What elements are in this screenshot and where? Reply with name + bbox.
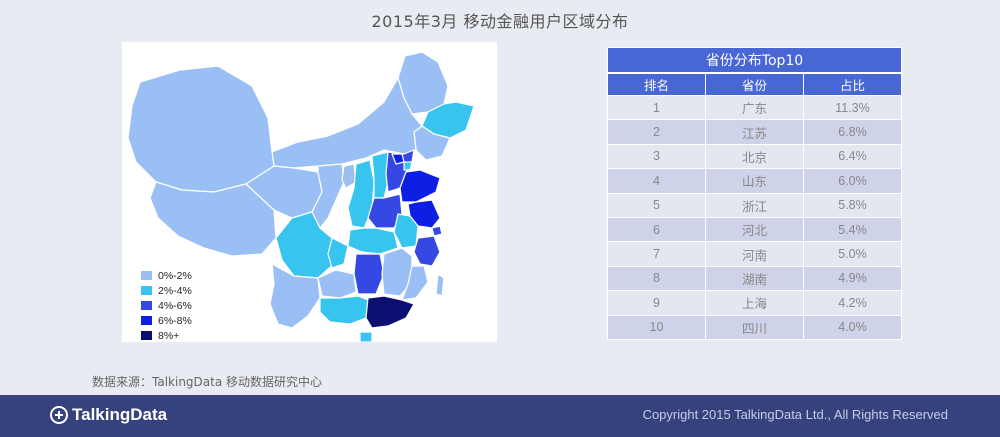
table-row: 6 河北 5.4%: [607, 216, 902, 243]
cell-rank: 2: [607, 119, 706, 145]
legend-swatch: [140, 300, 153, 311]
region-tibet: [149, 181, 277, 257]
page-title: 2015年3月 移动金融用户区域分布: [371, 12, 629, 31]
legend-item: 2%-4%: [140, 283, 192, 298]
cell-share: 4.2%: [803, 290, 902, 316]
legend-label: 6%-8%: [158, 314, 192, 327]
region-ningxia: [341, 163, 357, 189]
logo-icon: [50, 406, 68, 424]
cell-rank: 9: [607, 290, 706, 316]
table-row: 1 广东 11.3%: [607, 94, 902, 121]
table-row: 9 上海 4.2%: [607, 290, 902, 316]
cell-province: 河北: [705, 216, 804, 243]
cell-share: 6.8%: [803, 119, 902, 145]
cell-share: 4.9%: [803, 265, 902, 292]
cell-rank: 3: [607, 143, 706, 170]
cell-rank: 1: [607, 94, 706, 121]
region-shandong: [399, 169, 441, 203]
cell-province: 江苏: [705, 119, 804, 145]
cell-rank: 7: [607, 241, 706, 267]
footer-bar: TalkingData Copyright 2015 TalkingData L…: [0, 395, 1000, 437]
cell-rank: 8: [607, 265, 706, 292]
col-header-share: 占比: [803, 73, 902, 96]
region-hubei: [347, 227, 399, 255]
region-chongqing: [327, 237, 349, 269]
cell-share: 6.0%: [803, 168, 902, 194]
region-hunan: [353, 253, 385, 295]
legend-swatch: [140, 285, 153, 296]
legend-item: 6%-8%: [140, 313, 192, 328]
cell-share: 5.0%: [803, 241, 902, 267]
legend-label: 2%-4%: [158, 284, 192, 297]
cell-share: 4.0%: [803, 314, 902, 340]
data-source: 数据来源：TalkingData 移动数据研究中心: [92, 375, 323, 389]
table-row: 7 河南 5.0%: [607, 241, 902, 267]
table-row: 3 北京 6.4%: [607, 143, 902, 170]
table-row: 8 湖南 4.9%: [607, 265, 902, 292]
top10-table: 省份分布Top10 排名 省份 占比 1 广东 11.3% 2 江苏 6.8% 3 北京 6.4…: [607, 47, 902, 340]
cell-rank: 6: [607, 216, 706, 243]
col-header-rank: 排名: [607, 73, 706, 96]
region-guangdong: [365, 295, 415, 329]
table-row: 10 四川 4.0%: [607, 314, 902, 340]
cell-province: 上海: [705, 290, 804, 316]
table-row: 2 江苏 6.8%: [607, 119, 902, 145]
cell-share: 6.4%: [803, 143, 902, 170]
region-yunnan: [269, 263, 321, 329]
legend-item: 0%-2%: [140, 268, 192, 283]
cell-province: 四川: [705, 314, 804, 340]
cell-share: 11.3%: [803, 94, 902, 121]
cell-province: 浙江: [705, 192, 804, 218]
map-legend: 0%-2% 2%-4% 4%-6% 6%-8% 8%+: [140, 268, 192, 343]
table-row: 4 山东 6.0%: [607, 168, 902, 194]
cell-share: 5.4%: [803, 216, 902, 243]
table-row: 5 浙江 5.8%: [607, 192, 902, 218]
cell-rank: 10: [607, 314, 706, 340]
legend-item: 4%-6%: [140, 298, 192, 313]
legend-item: 8%+: [140, 328, 192, 343]
cell-province: 河南: [705, 241, 804, 267]
region-fujian: [401, 265, 429, 301]
cell-rank: 4: [607, 168, 706, 194]
logo-text: TalkingData: [72, 405, 168, 424]
table-title: 省份分布Top10: [607, 47, 902, 73]
legend-swatch: [140, 270, 153, 281]
cell-share: 5.8%: [803, 192, 902, 218]
legend-label: 8%+: [158, 329, 180, 342]
region-guizhou: [317, 269, 357, 299]
region-zhejiang: [413, 235, 441, 267]
region-hainan: [359, 331, 373, 342]
cell-province: 山东: [705, 168, 804, 194]
region-guangxi: [319, 295, 369, 325]
china-map: [122, 42, 497, 342]
region-sichuan: [275, 211, 337, 279]
china-map-svg: [127, 51, 475, 342]
cell-province: 广东: [705, 94, 804, 121]
region-xinjiang: [127, 65, 275, 193]
cell-province: 湖南: [705, 265, 804, 292]
talkingdata-logo: TalkingData: [50, 405, 167, 425]
copyright-text: Copyright 2015 TalkingData Ltd., All Rig…: [642, 407, 948, 422]
legend-swatch: [140, 330, 153, 341]
region-shanghai: [431, 225, 443, 237]
legend-label: 4%-6%: [158, 299, 192, 312]
region-liaoning: [413, 125, 451, 161]
legend-label: 0%-2%: [158, 269, 192, 282]
cell-rank: 5: [607, 192, 706, 218]
region-taiwan: [435, 273, 445, 297]
region-tianjin: [403, 161, 413, 171]
col-header-province: 省份: [705, 73, 804, 96]
cell-province: 北京: [705, 143, 804, 170]
legend-swatch: [140, 315, 153, 326]
